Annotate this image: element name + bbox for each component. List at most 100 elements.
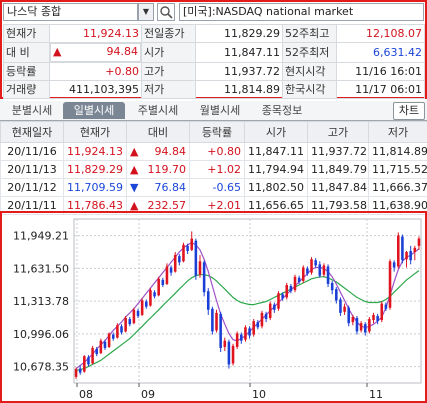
x-tick-label: 11	[369, 388, 383, 401]
table-cell-high: 11,849.79	[307, 160, 369, 179]
candle-body	[252, 321, 255, 335]
quote-value: 12,108.07	[336, 24, 425, 43]
tab-minute-quote[interactable]: 분별시세	[11, 104, 53, 117]
column-header[interactable]: 대비	[126, 121, 190, 143]
price-chart[interactable]: 11,949.21 11,631.50 11,313.78 10,996.06 10,6…	[2, 213, 425, 401]
table-row[interactable]: 20/11/12 11,709.59 ▼ 76.84 -0.65 11,802.50 11,…	[0, 178, 427, 197]
quote-label: 전일종가	[141, 24, 196, 43]
table-cell-low: 11,814.89	[368, 142, 427, 161]
chart-button[interactable]: 차트	[393, 102, 425, 120]
quote-row: 대 비 ▲ 94.84 시가 11,847.11 52주최저 6,631.42	[3, 42, 425, 63]
table-row[interactable]: 20/11/11 11,786.43 ▲ 232.57 +2.01 11,656.65 11…	[0, 196, 427, 215]
candle-body	[136, 310, 140, 316]
table-cell-low: 11,638.90	[368, 196, 427, 215]
candle-body	[310, 259, 313, 273]
tab-stock-info[interactable]: 종목정보	[261, 104, 303, 117]
column-header[interactable]: 시가	[244, 121, 308, 143]
daily-history-table: 현재일자 현재가 대비 등락률 시가 고가 저가 20/11/16 11,924.13 ▲ 94.…	[0, 121, 427, 215]
tab-daily-quote[interactable]: 일별시세	[63, 102, 125, 119]
candle-body	[182, 244, 185, 262]
candle-body	[231, 345, 235, 364]
candle-body	[186, 245, 189, 251]
candle-body	[417, 238, 421, 246]
candle-body	[74, 369, 78, 377]
table-cell-open: 11,794.94	[244, 160, 308, 179]
candle-body	[409, 250, 412, 261]
candle-body	[165, 266, 169, 284]
candle-body	[297, 277, 301, 282]
table-cell-date: 20/11/12	[0, 178, 64, 197]
column-header[interactable]: 등락률	[189, 121, 245, 143]
symbol-name-input[interactable]: 나스닥 종합	[3, 3, 138, 21]
candle-body	[198, 261, 202, 275]
quote-value: 6,631.42	[336, 42, 425, 63]
triangle-up-icon: ▲	[130, 145, 139, 158]
candle-body	[413, 247, 417, 253]
quote-value: 411,103,395	[49, 80, 142, 99]
change-value: 94.84	[154, 145, 187, 158]
candle-body	[322, 265, 326, 275]
table-cell-rate: +1.02	[189, 160, 245, 179]
y-tick-label: 11,949.21	[13, 230, 69, 243]
candle-body	[178, 256, 181, 263]
quote-label: 고가	[141, 62, 196, 81]
candle-body	[99, 340, 103, 354]
search-button[interactable]	[157, 3, 175, 21]
table-cell-change: ▲ 94.84	[126, 142, 190, 161]
y-tick-label: 10,996.06	[13, 328, 69, 341]
triangle-up-icon: ▲	[130, 163, 139, 176]
candle-body	[376, 315, 379, 322]
change-value: 119.70	[147, 163, 187, 176]
candle-body	[264, 313, 268, 320]
column-header[interactable]: 고가	[307, 121, 369, 143]
table-row[interactable]: 20/11/16 11,924.13 ▲ 94.84 +0.80 11,847.11 11,…	[0, 142, 427, 161]
table-cell-high: 11,847.84	[307, 178, 369, 197]
triangle-up-icon: ▲	[130, 199, 139, 212]
candle-body	[368, 319, 371, 332]
quote-label: 52주최고	[282, 24, 337, 43]
candle-body	[355, 318, 359, 332]
quote-label: 52주최저	[282, 42, 337, 63]
column-header[interactable]: 현재일자	[0, 121, 64, 143]
triangle-down-icon: ▼	[130, 181, 139, 194]
candle-body	[107, 333, 111, 347]
candle-body	[306, 268, 309, 274]
table-cell-close: 11,924.13	[63, 142, 127, 161]
quote-value: 11,829.29	[195, 24, 283, 43]
table-cell-change: ▲ 119.70	[126, 160, 190, 179]
candle-body	[384, 304, 388, 309]
candle-body	[351, 316, 355, 323]
table-cell-low: 11,666.37	[368, 178, 427, 197]
candle-body	[293, 276, 297, 291]
candle-body	[401, 236, 404, 261]
quote-value: +0.80	[49, 62, 142, 81]
quote-label: 거래량	[3, 80, 50, 99]
quote-row: 현재가 11,924.13 전일종가 11,829.29 52주최고 12,108.07	[3, 24, 425, 43]
candle-body	[87, 357, 90, 365]
table-cell-low: 11,715.52	[368, 160, 427, 179]
tab-weekly-quote[interactable]: 주별시세	[137, 104, 179, 117]
column-header[interactable]: 현재가	[63, 121, 127, 143]
quote-value-text: 94.84	[106, 45, 139, 58]
candle-body	[169, 267, 173, 273]
table-cell-rate: +0.80	[189, 142, 245, 161]
candle-body	[339, 299, 342, 313]
candle-body	[240, 334, 243, 341]
candle-body	[202, 262, 206, 293]
tab-monthly-quote[interactable]: 월별시세	[199, 104, 241, 117]
quote-label: 현지시각	[282, 62, 337, 81]
column-header[interactable]: 저가	[368, 121, 427, 143]
quote-value: 11/16 16:01	[336, 62, 425, 81]
candle-body	[268, 303, 272, 319]
chart-panel-frame	[0, 211, 427, 403]
candle-body	[372, 314, 375, 321]
candle-body	[359, 323, 363, 331]
candle-body	[405, 252, 408, 260]
symbol-dropdown-button[interactable]: ▼	[138, 3, 154, 21]
candle-body	[285, 285, 289, 298]
table-row[interactable]: 20/11/13 11,829.29 ▲ 119.70 +1.02 11,794.94 11…	[0, 160, 427, 179]
candle-body	[103, 341, 107, 348]
candle-body	[273, 304, 276, 310]
quote-value: 11,937.72	[195, 62, 283, 81]
candle-body	[260, 312, 264, 327]
